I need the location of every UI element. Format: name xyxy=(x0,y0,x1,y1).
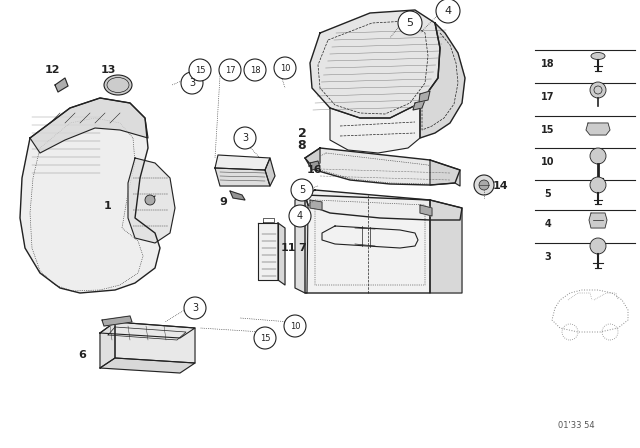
Polygon shape xyxy=(310,161,320,170)
Text: 15: 15 xyxy=(260,333,270,343)
Ellipse shape xyxy=(591,52,605,60)
Polygon shape xyxy=(589,213,607,228)
Polygon shape xyxy=(100,322,115,368)
Circle shape xyxy=(254,327,276,349)
Polygon shape xyxy=(115,322,195,363)
Polygon shape xyxy=(100,358,195,373)
Polygon shape xyxy=(586,123,610,135)
Text: 15: 15 xyxy=(541,125,555,135)
Polygon shape xyxy=(310,200,322,210)
Text: 9: 9 xyxy=(219,197,227,207)
Circle shape xyxy=(189,59,211,81)
Text: 3: 3 xyxy=(189,78,195,88)
Text: 10: 10 xyxy=(541,157,555,167)
Polygon shape xyxy=(305,195,430,293)
Polygon shape xyxy=(215,168,270,186)
Polygon shape xyxy=(330,103,420,153)
Polygon shape xyxy=(419,91,430,102)
Text: 13: 13 xyxy=(100,65,116,75)
Text: 12: 12 xyxy=(44,65,60,75)
Polygon shape xyxy=(305,190,462,220)
Polygon shape xyxy=(215,155,270,170)
Text: 4: 4 xyxy=(444,6,452,16)
Circle shape xyxy=(244,59,266,81)
Polygon shape xyxy=(100,322,195,338)
Text: 3: 3 xyxy=(545,252,552,262)
Text: 10: 10 xyxy=(290,322,300,331)
Text: 7: 7 xyxy=(298,243,306,253)
Circle shape xyxy=(284,315,306,337)
Circle shape xyxy=(436,0,460,23)
Polygon shape xyxy=(128,158,175,243)
Circle shape xyxy=(590,177,606,193)
Text: 4: 4 xyxy=(545,219,552,229)
Text: 5: 5 xyxy=(545,189,552,199)
Text: 18: 18 xyxy=(541,59,555,69)
Polygon shape xyxy=(30,98,148,153)
Text: 3: 3 xyxy=(242,133,248,143)
Text: 17: 17 xyxy=(541,92,555,102)
Text: 16: 16 xyxy=(307,165,323,175)
Circle shape xyxy=(181,72,203,94)
Text: 8: 8 xyxy=(298,138,307,151)
Text: 18: 18 xyxy=(250,65,260,74)
Polygon shape xyxy=(230,191,245,200)
Text: 2: 2 xyxy=(298,126,307,139)
Text: 11: 11 xyxy=(280,243,296,253)
Ellipse shape xyxy=(104,75,132,95)
Polygon shape xyxy=(430,200,462,293)
Text: 5: 5 xyxy=(299,185,305,195)
Circle shape xyxy=(590,238,606,254)
Polygon shape xyxy=(420,205,432,216)
Polygon shape xyxy=(55,78,68,92)
Polygon shape xyxy=(102,316,132,326)
Circle shape xyxy=(479,180,489,190)
Circle shape xyxy=(234,127,256,149)
Circle shape xyxy=(590,82,606,98)
Polygon shape xyxy=(265,158,275,186)
Circle shape xyxy=(145,195,155,205)
Text: 15: 15 xyxy=(195,65,205,74)
Polygon shape xyxy=(420,23,465,138)
Polygon shape xyxy=(413,100,425,110)
Circle shape xyxy=(289,205,311,227)
Circle shape xyxy=(590,148,606,164)
Polygon shape xyxy=(295,195,308,293)
Text: 17: 17 xyxy=(225,65,236,74)
Polygon shape xyxy=(430,160,460,186)
Text: 01'33 54: 01'33 54 xyxy=(558,421,595,430)
Polygon shape xyxy=(278,223,285,285)
Polygon shape xyxy=(310,10,440,118)
Circle shape xyxy=(474,175,494,195)
Circle shape xyxy=(184,297,206,319)
Polygon shape xyxy=(305,148,320,170)
Text: 5: 5 xyxy=(406,18,413,28)
Text: 6: 6 xyxy=(78,350,86,360)
Text: 14: 14 xyxy=(492,181,508,191)
Polygon shape xyxy=(20,98,160,293)
Circle shape xyxy=(274,57,296,79)
Text: 10: 10 xyxy=(280,64,291,73)
Circle shape xyxy=(398,11,422,35)
Text: 3: 3 xyxy=(192,303,198,313)
Text: 4: 4 xyxy=(297,211,303,221)
Circle shape xyxy=(291,179,313,201)
Polygon shape xyxy=(258,223,278,280)
Circle shape xyxy=(219,59,241,81)
Text: 1: 1 xyxy=(104,201,112,211)
Polygon shape xyxy=(305,148,460,185)
